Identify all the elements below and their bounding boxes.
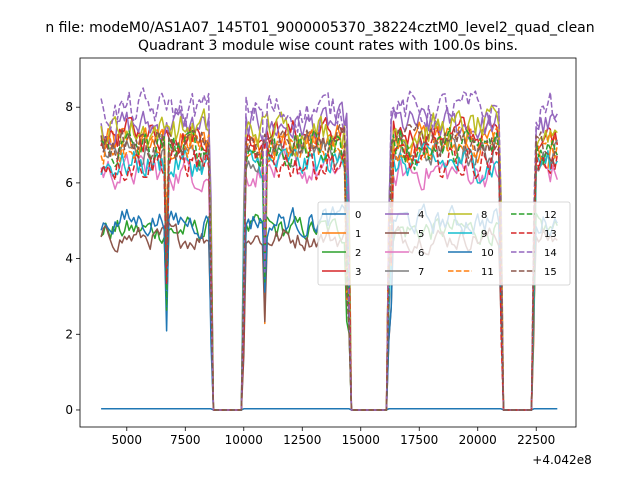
legend-label-7: 7	[418, 267, 424, 278]
series-line-4	[100, 101, 558, 411]
legend-label-4: 4	[418, 210, 424, 221]
x-tick-label: 20000	[459, 433, 497, 447]
series-line-11	[100, 125, 559, 411]
chart-suptitle: n file: modeM0/AS1A07_145T01_9000005370_…	[45, 20, 594, 36]
legend-label-6: 6	[418, 248, 424, 259]
series-line-13	[100, 135, 559, 411]
legend-label-13: 13	[544, 229, 557, 240]
legend-label-0: 0	[355, 210, 361, 221]
series-line-9	[100, 141, 558, 411]
x-tick-label: 7500	[170, 433, 201, 447]
x-tick-label: 12500	[283, 433, 321, 447]
y-tick-label: 0	[65, 403, 73, 417]
series-line-14	[100, 87, 558, 411]
legend-label-1: 1	[355, 229, 361, 240]
x-tick-label: 15000	[342, 433, 380, 447]
legend-label-12: 12	[544, 210, 557, 221]
series-line-15	[100, 123, 558, 411]
series-line-0	[101, 408, 558, 411]
x-tick-label: 22500	[517, 433, 555, 447]
series-line-12	[100, 126, 558, 411]
chart-title: Quadrant 3 module wise count rates with …	[138, 38, 518, 54]
y-tick-label: 2	[65, 327, 73, 341]
x-tick-label: 5000	[112, 433, 143, 447]
legend-label-10: 10	[481, 248, 494, 259]
y-tick-label: 6	[65, 176, 73, 190]
legend-label-9: 9	[481, 229, 487, 240]
legend-label-2: 2	[355, 248, 361, 259]
legend-label-15: 15	[544, 267, 557, 278]
plot-area-frame	[79, 57, 577, 428]
legend-frame	[317, 201, 571, 286]
x-offset-label: +4.042e8	[532, 453, 591, 467]
x-tick-label: 17500	[400, 433, 438, 447]
legend-label-8: 8	[481, 210, 487, 221]
legend-label-14: 14	[544, 248, 557, 259]
legend-label-11: 11	[481, 267, 494, 278]
y-tick-label: 8	[65, 100, 73, 114]
legend-label-3: 3	[355, 267, 361, 278]
legend-label-5: 5	[418, 229, 424, 240]
series-line-6	[100, 147, 559, 411]
y-tick-label: 4	[65, 252, 73, 266]
x-tick-label: 10000	[225, 433, 263, 447]
x-axis: 5000 7500 10000 12500 15000 17500 20000 22500	[112, 427, 555, 447]
y-axis: 0 2 4 6 8	[65, 100, 80, 417]
